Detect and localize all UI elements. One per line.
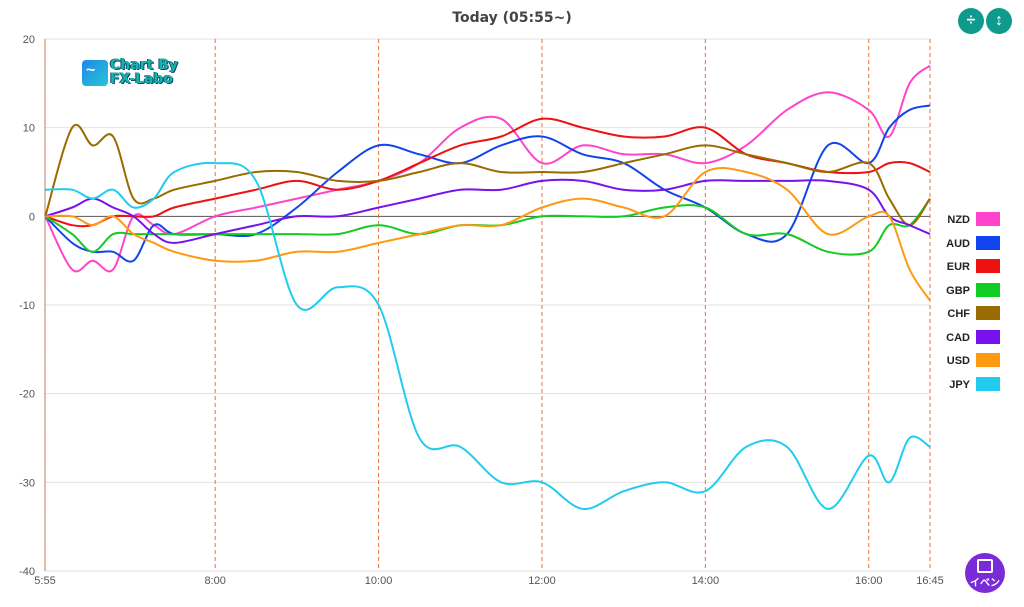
- x-tick-label: 16:45: [916, 575, 944, 587]
- legend-swatch: [976, 212, 1000, 226]
- legend-item-eur[interactable]: EUR: [944, 257, 1024, 281]
- legend-label: NZD: [947, 214, 970, 226]
- legend-swatch: [976, 329, 1000, 344]
- event-button[interactable]: イベン: [965, 553, 1005, 593]
- y-axis-labels: 20 10 0 -10 -20 -30 -40: [19, 34, 35, 578]
- x-tick-label: 10:00: [365, 575, 393, 587]
- series-line-aud: [44, 104, 931, 263]
- series-line-eur: [44, 117, 931, 228]
- legend-label: USD: [946, 355, 970, 367]
- legend-label: JPY: [949, 378, 970, 391]
- x-tick-label: 16:00: [855, 575, 883, 587]
- divide-icon-button[interactable]: ÷: [958, 8, 984, 34]
- legend-swatch: [976, 376, 1000, 391]
- legend: NZD AUD EUR GBP CHF CAD USD JPY: [944, 210, 1024, 398]
- legend-swatch: [976, 282, 1000, 297]
- legend-swatch: [976, 353, 1000, 367]
- legend-swatch: [976, 306, 1000, 320]
- legend-item-aud[interactable]: AUD: [944, 234, 1024, 258]
- legend-label: GBP: [946, 284, 970, 297]
- series-line-jpy: [45, 161, 931, 510]
- logo-line2: FX-Labo: [110, 71, 174, 87]
- legend-label: CHF: [947, 308, 970, 320]
- fx-labo-logo: ~ Chart By FX-Labo: [82, 58, 178, 88]
- series-line-cad: [45, 178, 931, 244]
- legend-item-usd[interactable]: USD: [944, 351, 1024, 375]
- y-tick-label: -20: [19, 389, 35, 401]
- logo-chart-icon: ~: [82, 60, 108, 86]
- y-tick-label: -30: [19, 477, 35, 489]
- x-tick-label: 5:55: [34, 575, 55, 587]
- y-tick-label: 10: [23, 123, 35, 135]
- event-button-label: イベン: [970, 578, 1000, 589]
- series-line-nzd: [44, 64, 931, 273]
- legend-item-cad[interactable]: CAD: [944, 328, 1024, 352]
- y-tick-label: 0: [29, 211, 35, 223]
- logo-line1: Chart By: [110, 57, 178, 73]
- x-tick-label: 14:00: [692, 575, 720, 587]
- legend-item-gbp[interactable]: GBP: [944, 281, 1024, 305]
- series-layer: [44, 64, 931, 510]
- legend-item-chf[interactable]: CHF: [944, 304, 1024, 328]
- x-tick-label: 8:00: [204, 575, 225, 587]
- chart-title: Today (05:55~): [452, 10, 572, 26]
- legend-item-jpy[interactable]: JPY: [944, 375, 1024, 399]
- y-tick-label: 20: [23, 34, 35, 46]
- y-tick-label: -10: [19, 300, 35, 312]
- legend-label: CAD: [946, 331, 970, 344]
- grid-layer: [44, 38, 930, 572]
- x-tick-label: 12:00: [528, 575, 556, 587]
- y-tick-label: -40: [19, 566, 35, 578]
- calendar-icon: [977, 559, 993, 573]
- series-line-usd: [45, 166, 931, 302]
- legend-label: AUD: [946, 237, 970, 250]
- legend-swatch: [976, 235, 1000, 250]
- series-line-chf: [44, 123, 931, 227]
- legend-label: EUR: [946, 261, 970, 273]
- legend-swatch: [976, 259, 1000, 273]
- x-axis-labels: 5:55 8:00 10:00 12:00 14:00 16:00 16:45: [34, 575, 943, 587]
- legend-item-nzd[interactable]: NZD: [944, 210, 1024, 234]
- vertical-fit-icon-button[interactable]: ↕: [986, 8, 1012, 34]
